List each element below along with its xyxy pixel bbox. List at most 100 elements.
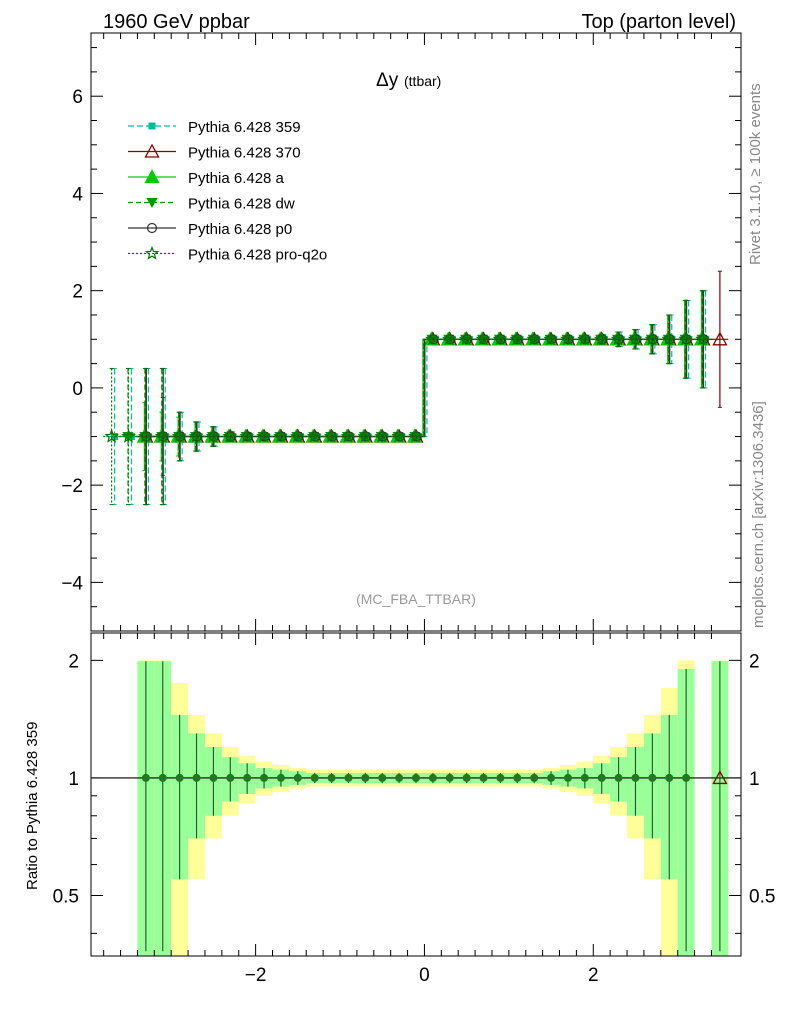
data-point [627,331,643,346]
data-point [391,428,406,443]
plot-title-suffix: (ttbar) [404,73,441,89]
data-point [661,331,677,346]
legend-marker [144,143,160,158]
data-point [610,331,626,346]
data-point [256,428,271,443]
legend-marker [144,245,160,260]
x-tick-label: 0 [419,965,430,986]
ratio-bands [137,660,729,956]
data-point [222,428,238,443]
legend-marker [148,122,156,130]
data-point [408,428,423,443]
ratio-point [310,773,319,782]
ratio-point [175,773,184,782]
data-point [121,428,136,443]
data-point [695,331,710,346]
ratio-ylabel: Ratio to Pythia 6.428 359 [24,722,41,890]
header-left: 1960 GeV ppbar [103,11,250,33]
ratio-point [141,773,150,782]
ratio-frame [90,632,742,957]
data-point [425,331,440,346]
ratio-y-tick-label: 1 [68,769,79,790]
legend-label: Pythia 6.428 a [188,170,285,187]
ratio-point [682,773,691,782]
data-point [171,428,187,443]
upper-frame [90,32,742,632]
ratio-point [479,773,488,782]
x-tick-label: −2 [245,965,267,986]
legend-label: Pythia 6.428 pro-q2o [188,247,327,264]
data-point [712,331,728,346]
legend-marker [146,198,158,208]
ratio-point [631,773,640,782]
series-line [119,338,711,438]
ratio-point [580,773,589,782]
ratio-point [260,773,269,782]
ratio-point [563,773,572,782]
y-tick-label: −4 [61,573,83,594]
series-line [137,338,729,438]
side-text-lower: mcplots.cern.ch [arXiv:1306.3436] [750,401,767,628]
data-point [509,331,525,346]
ratio-point [344,773,353,782]
y-tick-label: 0 [72,379,83,400]
ratio-series-layer [91,661,741,952]
legend-marker [144,169,160,184]
data-point [239,428,254,443]
data-point [593,331,609,346]
legend-marker [146,222,158,234]
ratio-y-tick-label: 2 [68,651,79,672]
data-point [577,331,592,346]
ratio-point [395,773,404,782]
data-point [340,428,356,443]
upper-plot: −4 −2 0 2 4 6 Δy (ttbar) (MC_FBA_TTBAR) Pythi… [61,32,742,632]
data-point [188,428,204,443]
y-tick-label: 2 [72,282,83,303]
ratio-point [530,773,539,782]
legend-label: Pythia 6.428 p0 [188,221,292,238]
plot-title: Δy [376,70,399,91]
ratio-point [327,773,336,782]
ratio-plot: 0.5 0.5 1 1 2 2 −2 0 2 Ratio to Pythia 6.428 359 [24,632,775,986]
ratio-point [665,773,674,782]
header-right: Top (parton level) [581,11,736,33]
ratio-point [243,773,252,782]
ratio-point [513,773,522,782]
y-tick-label: 6 [72,87,83,108]
ratio-point [445,773,454,782]
ratio-point [226,773,235,782]
ratio-point [597,773,606,782]
ratio-point [209,773,218,782]
ratio-y-tick-label-right: 2 [749,651,760,672]
data-point [475,331,491,346]
series-0 [106,290,714,506]
series-line [137,338,712,438]
ratio-y-tick-label: 0.5 [53,887,79,908]
y-tick-label: −2 [61,476,83,497]
ratio-point [192,773,201,782]
series-line [103,338,711,438]
legend: Pythia 6.428 359 Pythia 6.428 370 Pythia 6… [128,119,327,264]
data-point [644,331,660,346]
ratio-y-tick-label-right: 1 [749,769,760,790]
ratio-point [412,773,420,782]
ratio-point [712,770,728,785]
data-point [458,331,474,346]
ratio-y-tick-label-right: 0.5 [749,887,775,908]
side-text-upper: Rivet 3.1.10, ≥ 100k events [747,83,764,265]
data-point [492,331,508,346]
data-point [543,331,558,346]
ratio-point [378,773,387,782]
ratio-point [614,773,623,782]
legend-label: Pythia 6.428 dw [188,196,295,213]
data-point [154,428,170,443]
series-5 [103,290,711,506]
series-2 [135,290,710,472]
ratio-point [158,773,167,782]
data-point [526,331,541,346]
ratio-point [361,773,370,782]
ratio-point [648,773,657,782]
data-point [104,428,119,443]
data-point [323,428,339,443]
